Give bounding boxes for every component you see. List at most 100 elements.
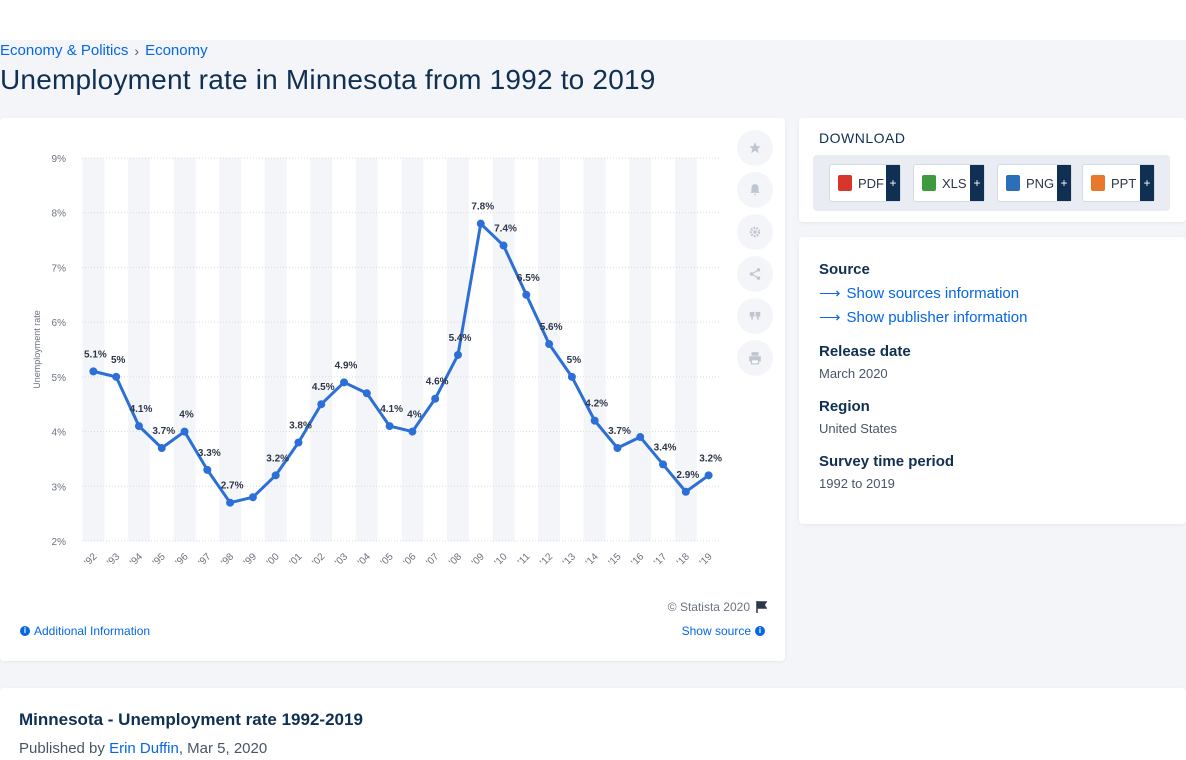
data-point xyxy=(271,471,280,480)
settings-button[interactable] xyxy=(737,214,773,250)
png-plus-toggle[interactable]: + xyxy=(1057,165,1071,201)
page-title: Unemployment rate in Minnesota from 1992… xyxy=(0,64,656,95)
print-button[interactable] xyxy=(737,340,773,376)
star-icon xyxy=(749,142,761,154)
column-band xyxy=(674,158,697,541)
x-tick-label: '15 xyxy=(607,551,624,568)
column-band xyxy=(583,158,606,541)
data-label: 3.3% xyxy=(198,448,221,459)
data-point xyxy=(226,498,235,507)
column-band xyxy=(401,158,424,541)
data-label: 4.5% xyxy=(312,382,335,393)
published-date: , Mar 5, 2020 xyxy=(178,740,268,757)
download-ppt-button[interactable]: PPT + xyxy=(1082,164,1155,202)
data-label: 6.5% xyxy=(517,273,540,284)
download-panel: DOWNLOAD PDF + XLS + PNG + PPT + xyxy=(799,118,1186,222)
statistic-description-card: Minnesota - Unemployment rate 1992-2019 … xyxy=(0,688,1186,760)
data-label: 3.8% xyxy=(289,421,312,432)
notification-button[interactable] xyxy=(737,172,773,208)
x-tick-label: '00 xyxy=(265,551,282,568)
x-tick-label: '19 xyxy=(698,551,715,568)
data-point xyxy=(476,219,485,228)
y-tick-label: 4% xyxy=(52,428,67,439)
download-xls-button[interactable]: XLS + xyxy=(913,164,985,202)
data-point xyxy=(499,241,508,250)
data-label: 4.1% xyxy=(380,404,403,415)
xls-file-icon xyxy=(922,175,936,191)
x-tick-label: '93 xyxy=(105,551,122,568)
y-tick-label: 3% xyxy=(52,482,67,493)
download-pdf-button[interactable]: PDF + xyxy=(829,164,901,202)
data-label: 4.6% xyxy=(426,377,449,388)
flag-icon[interactable] xyxy=(756,601,767,613)
x-tick-label: '18 xyxy=(675,551,692,568)
column-band xyxy=(82,158,105,541)
show-source-link[interactable]: Show source i xyxy=(682,624,765,638)
data-point xyxy=(385,422,394,431)
data-point xyxy=(681,487,690,496)
published-by-line: Published by Erin Duffin, Mar 5, 2020 xyxy=(19,740,267,757)
breadcrumb-link-economy[interactable]: Economy xyxy=(145,42,208,59)
share-button[interactable] xyxy=(737,256,773,292)
x-tick-label: '04 xyxy=(356,551,373,568)
data-point xyxy=(112,372,121,381)
data-point xyxy=(134,422,143,431)
print-icon xyxy=(749,352,761,365)
data-label: 7.8% xyxy=(471,202,494,213)
additional-information-label: Additional Information xyxy=(34,624,151,638)
gear-icon xyxy=(749,226,761,238)
data-point xyxy=(613,443,622,452)
data-label: 3.4% xyxy=(654,442,677,453)
pdf-plus-toggle[interactable]: + xyxy=(886,165,900,201)
data-label: 3.7% xyxy=(152,426,175,437)
show-publisher-label: Show publisher information xyxy=(846,308,1028,326)
column-band xyxy=(264,158,287,541)
data-label: 4% xyxy=(179,410,194,421)
data-point xyxy=(317,400,326,409)
breadcrumb: Economy & Politics › Economy xyxy=(0,42,208,59)
y-tick-label: 9% xyxy=(52,154,67,165)
y-tick-label: 6% xyxy=(52,318,67,329)
series-line xyxy=(93,222,710,505)
show-sources-link[interactable]: ⟶ Show sources information xyxy=(819,284,1019,303)
data-label: 4.2% xyxy=(585,399,608,410)
line-chart: 2% 3% 4% 5% 6% 7% 8% 9% Unemployment rate '92 '93 '… xyxy=(32,154,722,568)
ppt-plus-toggle[interactable]: + xyxy=(1140,165,1154,201)
x-tick-label: '07 xyxy=(424,551,441,568)
data-point xyxy=(704,471,713,480)
data-label: 4.9% xyxy=(335,360,358,371)
x-tick-label: '99 xyxy=(242,551,259,568)
arrow-right-icon: ⟶ xyxy=(819,309,841,326)
favorite-button[interactable] xyxy=(737,130,773,166)
data-point xyxy=(522,290,531,299)
data-point xyxy=(89,367,98,376)
data-label: 2.7% xyxy=(221,481,244,492)
x-tick-label: '97 xyxy=(196,551,213,568)
x-tick-label: '08 xyxy=(447,551,464,568)
xls-plus-toggle[interactable]: + xyxy=(970,165,984,201)
x-tick-label: '94 xyxy=(128,551,145,568)
statistic-details-panel: Source ⟶ Show sources information ⟶ Show… xyxy=(799,237,1186,524)
author-link[interactable]: Erin Duffin xyxy=(109,740,179,757)
show-publisher-link[interactable]: ⟶ Show publisher information xyxy=(819,308,1028,327)
download-title: DOWNLOAD xyxy=(819,130,906,146)
x-tick-label: '06 xyxy=(402,551,419,568)
data-label: 4% xyxy=(407,410,422,421)
region-value: United States xyxy=(819,421,898,436)
data-point xyxy=(659,460,668,469)
data-point xyxy=(340,378,349,387)
release-date-heading: Release date xyxy=(819,343,911,360)
download-png-button[interactable]: PNG + xyxy=(997,164,1072,202)
download-xls-label: XLS xyxy=(942,175,967,191)
column-band xyxy=(629,158,652,541)
additional-information-link[interactable]: i Additional Information xyxy=(20,624,150,638)
data-label: 7.4% xyxy=(494,224,517,235)
png-file-icon xyxy=(1006,175,1020,191)
show-source-label: Show source xyxy=(681,624,751,638)
download-ppt-label: PPT xyxy=(1111,175,1137,191)
copyright-text: © Statista 2020 xyxy=(667,600,750,614)
data-point xyxy=(567,372,576,381)
x-tick-label: '14 xyxy=(584,551,601,568)
breadcrumb-link-economy-politics[interactable]: Economy & Politics xyxy=(0,42,129,59)
cite-button[interactable] xyxy=(737,298,773,334)
